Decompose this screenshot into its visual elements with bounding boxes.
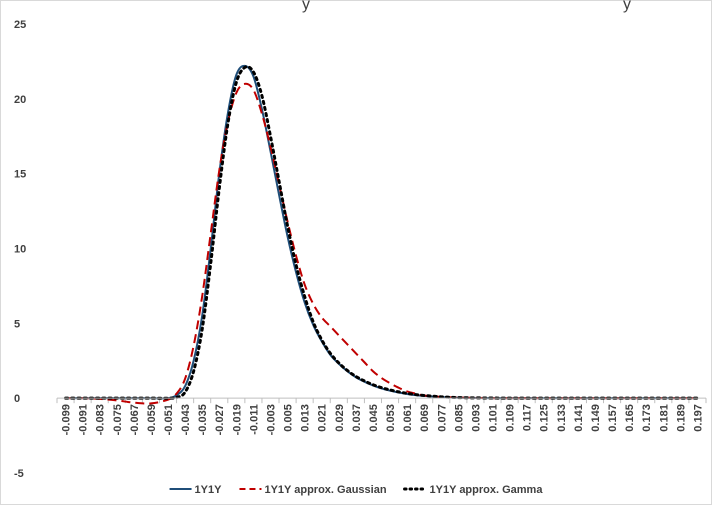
x-tick-label: 0.109 xyxy=(505,404,517,432)
y-tick-label: 0 xyxy=(14,393,20,405)
x-tick-label: -0.035 xyxy=(197,404,209,435)
x-tick-label: 0.037 xyxy=(351,404,363,432)
x-tick-label: 0.197 xyxy=(692,404,704,432)
x-tick-label: 0.141 xyxy=(573,404,585,432)
x-tick-label: -0.075 xyxy=(112,404,124,435)
x-tick-label: 0.165 xyxy=(624,404,636,432)
series-line-3 xyxy=(64,65,699,400)
x-tick-label: 0.149 xyxy=(590,404,602,432)
x-tick-label: 0.181 xyxy=(658,404,670,432)
legend-label-1: 1Y1Y xyxy=(195,484,223,496)
y-tick-label: 25 xyxy=(14,19,26,31)
x-tick-label: 0.077 xyxy=(436,404,448,432)
x-tick-label: -0.027 xyxy=(214,404,226,435)
x-tick-label: -0.019 xyxy=(231,404,243,435)
title-fragment-right: y xyxy=(623,0,631,13)
x-tick-label: 0.093 xyxy=(470,404,482,432)
x-tick-label: 0.173 xyxy=(641,404,653,432)
x-tick-label: -0.051 xyxy=(163,404,175,435)
x-axis-ticks: -0.099 -0.091 -0.083 -0.075 -0.067 -0.059 -0.0… xyxy=(56,398,707,435)
x-tick-label: 0.021 xyxy=(317,404,329,432)
series-layer xyxy=(64,64,699,405)
series-line-1 xyxy=(65,64,698,400)
legend: 1Y1Y 1Y1Y approx. Gaussian 1Y1Y approx. Ga… xyxy=(169,484,544,496)
x-tick-label: -0.091 xyxy=(78,404,90,435)
x-tick-label: -0.003 xyxy=(265,404,277,435)
y-tick-label: 5 xyxy=(14,318,20,330)
x-tick-label: 0.117 xyxy=(522,404,534,431)
x-tick-label: 0.189 xyxy=(675,404,687,432)
x-tick-label: -0.099 xyxy=(61,404,73,435)
x-tick-label: 0.061 xyxy=(402,404,414,432)
x-tick-label: -0.011 xyxy=(248,404,260,435)
x-tick-label: 0.013 xyxy=(300,404,312,432)
x-tick-label: -0.067 xyxy=(129,404,141,435)
x-tick-label: 0.085 xyxy=(453,404,465,432)
x-tick-label: 0.157 xyxy=(607,404,619,432)
x-tick-label: 0.045 xyxy=(368,404,380,432)
x-tick-label: -0.083 xyxy=(95,404,107,435)
series-line-2 xyxy=(65,82,698,405)
x-tick-label: 0.005 xyxy=(283,404,295,432)
title-fragment-left: y xyxy=(302,0,310,13)
title-layer: y y xyxy=(302,0,631,13)
x-tick-label: 0.125 xyxy=(539,404,551,432)
legend-label-3: 1Y1Y approx. Gamma xyxy=(430,484,544,496)
x-tick-label: -0.043 xyxy=(180,404,192,435)
x-tick-label: 0.029 xyxy=(334,404,346,432)
x-tick-label: -0.059 xyxy=(146,404,158,435)
x-tick-label: 0.053 xyxy=(385,404,397,432)
x-tick-label: 0.133 xyxy=(556,404,568,432)
x-tick-label: 0.101 xyxy=(488,404,500,432)
x-tick-label: 0.069 xyxy=(419,404,431,432)
y-tick-label: 10 xyxy=(14,244,26,256)
y-tick-label: -5 xyxy=(14,468,24,480)
y-axis-ticks: -5 0 5 10 15 20 25 xyxy=(14,19,26,480)
y-tick-label: 15 xyxy=(14,169,26,181)
legend-label-2: 1Y1Y approx. Gaussian xyxy=(264,484,386,496)
y-tick-label: 20 xyxy=(14,94,26,106)
